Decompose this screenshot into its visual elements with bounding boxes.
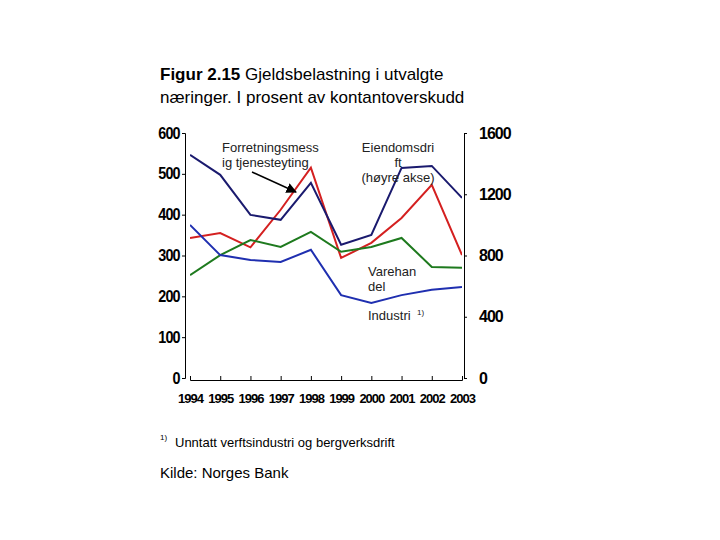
footnote: 1) Unntatt verftsindustri og bergverksdri… [160, 433, 395, 450]
series-label: Industri [368, 308, 411, 323]
tick: 1200 [464, 186, 512, 203]
tick-label: 2003 [450, 391, 476, 406]
tick: 1995 [208, 376, 234, 406]
tick: 1998 [299, 376, 325, 406]
plot-area [190, 155, 462, 303]
footnote-mark: 1) [160, 433, 167, 442]
tick-label: 1995 [208, 391, 234, 406]
tick-label: 1200 [479, 186, 512, 203]
tick: 1996 [238, 376, 264, 406]
series-note: 1) [417, 308, 424, 317]
title: Figur 2.15 Gjeldsbelastning i utvalgtenæ… [160, 65, 464, 107]
tick-mark [182, 296, 185, 297]
tick-mark [182, 174, 185, 175]
tick-label: 1996 [238, 391, 264, 406]
tick-mark [371, 376, 372, 380]
tick-label: 400 [479, 308, 504, 325]
y2-axis: 0 400 800 1200 1600 [464, 125, 512, 387]
tick: 600 [158, 124, 185, 142]
tick-mark [464, 194, 467, 195]
tick-mark [341, 376, 342, 380]
tick: 1999 [329, 376, 355, 406]
arrow [252, 172, 296, 192]
tick-label: 800 [479, 247, 504, 264]
tick-label: 0 [172, 369, 180, 387]
tick-mark [462, 376, 463, 380]
tick: 1997 [269, 376, 295, 406]
tick: 200 [158, 287, 185, 305]
axis-line [191, 376, 463, 381]
tick-label: 1600 [479, 125, 512, 142]
tick-mark [182, 256, 185, 257]
tick: 0 [464, 370, 488, 387]
tick-label: 100 [158, 328, 180, 346]
tick: 2003 [450, 376, 476, 406]
series-label: Forretningsmessig tjenesteyting [222, 140, 319, 170]
tick-mark [464, 317, 467, 318]
series-label: Eiendomsdrift(høyre akse) [362, 140, 435, 185]
tick: 2002 [420, 376, 446, 406]
tick-mark [464, 378, 467, 379]
tick-mark [250, 376, 251, 380]
axis-line [465, 134, 468, 379]
line [190, 225, 462, 303]
tick-mark [464, 133, 467, 134]
tick: 500 [158, 165, 185, 183]
tick: 2000 [359, 376, 385, 406]
tick-mark [182, 378, 185, 379]
series-label: Varehandel [368, 264, 416, 294]
tick: 400 [158, 206, 185, 224]
tick: 400 [464, 308, 504, 325]
tick-mark [402, 376, 403, 380]
tick: 0 [172, 369, 185, 387]
tick: 800 [464, 247, 504, 264]
tick: 1600 [464, 125, 512, 142]
tick-label: 500 [158, 165, 180, 183]
tick: 1994 [178, 376, 205, 406]
tick-mark [182, 133, 185, 134]
axis-line [182, 134, 186, 379]
chart: Figur 2.15 Gjeldsbelastning i utvalgtenæ… [0, 0, 720, 540]
tick-mark [311, 376, 312, 380]
tick-mark [281, 376, 282, 380]
tick-label: 0 [479, 370, 488, 387]
tick-label: 600 [158, 124, 180, 142]
tick-label: 200 [158, 287, 180, 305]
tick-label: 1997 [269, 391, 295, 406]
tick-mark [220, 376, 221, 380]
tick: 300 [158, 246, 185, 264]
tick-mark [190, 376, 191, 380]
tick-label: 2002 [420, 391, 446, 406]
y-axis: 0 100 200 300 400 500 600 [158, 124, 185, 387]
x-axis: 19941995 1996 1997 1998 1999 2000 2001 2002 2003 [178, 376, 476, 406]
tick-label: 300 [158, 246, 180, 264]
tick: 2001 [390, 376, 416, 406]
tick-label: 1994 [178, 391, 205, 406]
tick-mark [464, 256, 467, 257]
line [190, 155, 462, 245]
tick-label: 1998 [299, 391, 325, 406]
line [190, 232, 462, 275]
tick-label: 2001 [390, 391, 416, 406]
tick-label: 400 [158, 206, 180, 224]
tick: 100 [158, 328, 185, 346]
tick-mark [432, 376, 433, 380]
tick-label: 2000 [359, 391, 385, 406]
tick-mark [182, 215, 185, 216]
tick-label: 1999 [329, 391, 355, 406]
source: Kilde: Norges Bank [160, 464, 289, 481]
tick-mark [182, 337, 185, 338]
footnote-text: Unntatt verftsindustri og bergverksdrift [175, 435, 395, 450]
